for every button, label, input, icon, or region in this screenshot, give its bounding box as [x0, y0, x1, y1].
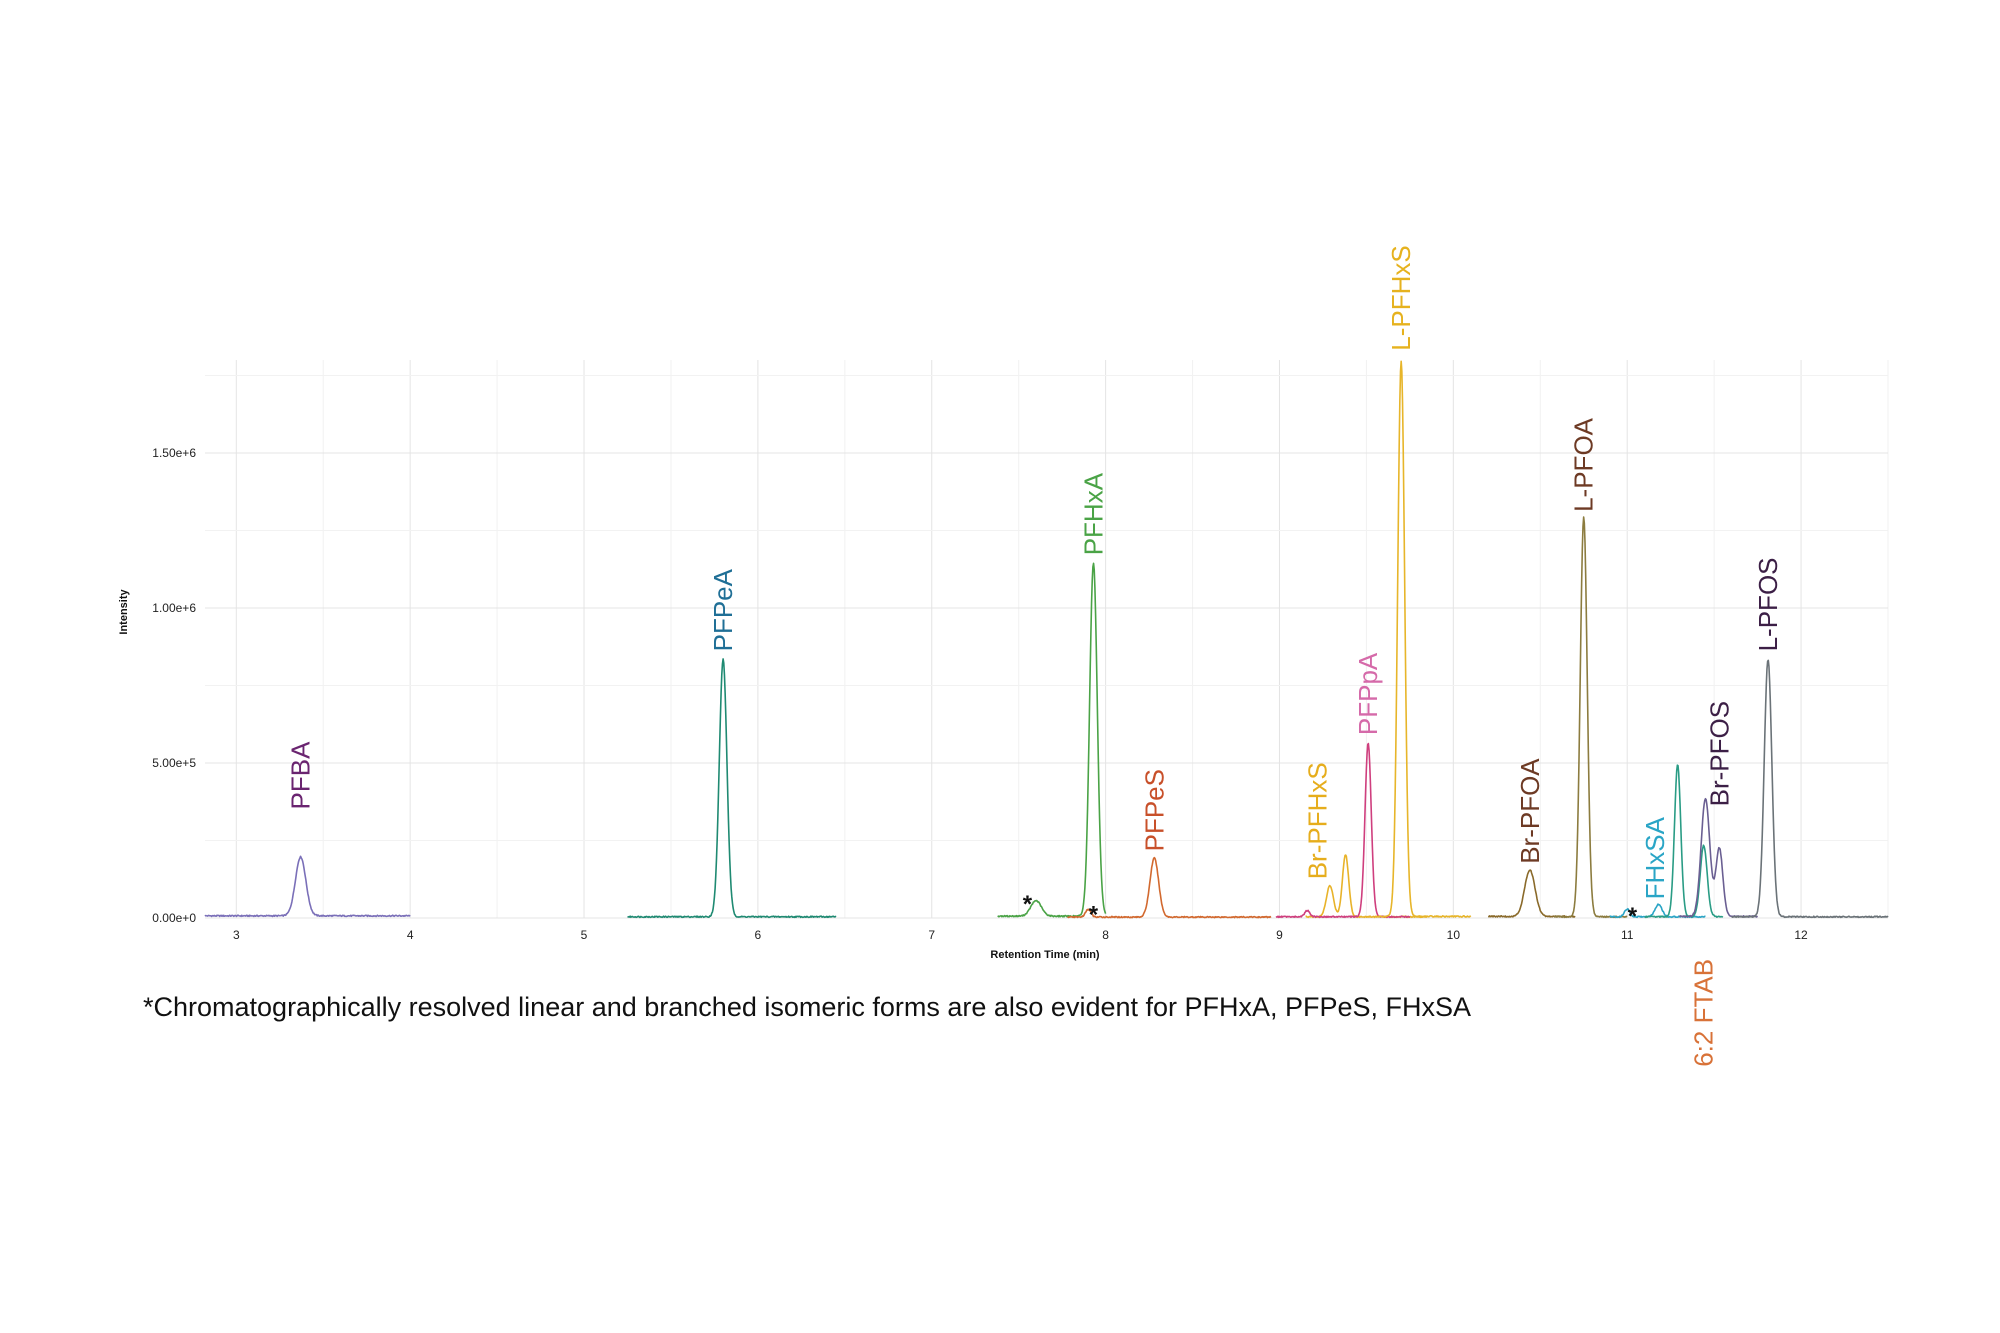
peak-label-fhxsa: FHxSA: [1640, 816, 1670, 899]
axis-layer: 3 4 5 6 7 8 9 10 11 12 0.00e+0 5.00e+5 1.00e+6 1.50e+…: [152, 446, 1808, 942]
peak-label-pfpea: PFPeA: [708, 568, 738, 651]
series-layer: [204, 360, 1889, 919]
peak-label-l-pfoa: L-PFOA: [1569, 417, 1599, 512]
peak-label-br-pfoa: Br-PFOA: [1515, 758, 1545, 864]
isomer-asterisk: *: [1023, 891, 1033, 918]
x-tick-label: 6: [755, 928, 762, 942]
peak-label-l-pfos: L-PFOS: [1753, 557, 1783, 651]
x-tick-label: 8: [1102, 928, 1109, 942]
x-tick-label: 7: [928, 928, 935, 942]
x-tick-label: 12: [1794, 928, 1808, 942]
series-trace-pfba: [204, 855, 411, 918]
series-trace-pfpes: [1067, 856, 1272, 919]
peak-label-layer: PFBA PFPeA PFHxA PFPeS Br-PFHxS PFPpA L-PFHxS B…: [286, 245, 1783, 1067]
grid-layer: [205, 360, 1889, 919]
series-trace-l-pfhxs: [1374, 360, 1472, 918]
footnote: *Chromatographically resolved linear and…: [143, 992, 1472, 1022]
x-tick-label: 10: [1447, 928, 1461, 942]
x-tick-label: 3: [233, 928, 240, 942]
y-axis-title: Intensity: [118, 589, 130, 635]
x-tick-label: 5: [581, 928, 588, 942]
x-axis-title: Retention Time (min): [990, 949, 1100, 961]
series-trace-pfpea: [627, 658, 837, 919]
series-trace-pfhxa: [997, 562, 1107, 918]
y-tick-label: 1.00e+6: [152, 601, 196, 615]
x-tick-label: 9: [1276, 928, 1283, 942]
y-tick-label: 5.00e+5: [152, 756, 196, 770]
x-tick-label: 4: [407, 928, 414, 942]
series-trace-l-pfos: [1731, 659, 1889, 919]
peak-label-br-pfhxs: Br-PFHxS: [1303, 762, 1333, 879]
peak-label-br-pfos: Br-PFOS: [1704, 701, 1734, 806]
series-trace-l-pfoa: [1553, 516, 1628, 919]
series-trace-br-pfos: [1678, 797, 1759, 918]
x-tick-label: 11: [1621, 928, 1634, 942]
peak-label-pfhxa: PFHxA: [1078, 472, 1108, 555]
peak-label-pfba: PFBA: [286, 741, 316, 810]
peak-label-6-2-ftab: 6:2 FTAB: [1689, 959, 1719, 1067]
series-trace-pfppa: [1275, 742, 1411, 919]
isomer-asterisk: *: [1628, 903, 1638, 930]
isomer-asterisk: *: [1089, 902, 1099, 929]
y-tick-label: 1.50e+6: [152, 446, 196, 460]
y-tick-label: 0.00e+0: [152, 911, 196, 925]
peak-label-pfppa: PFPpA: [1353, 652, 1383, 735]
series-trace-6-2-ftab: [1644, 764, 1724, 919]
peak-label-l-pfhxs: L-PFHxS: [1386, 245, 1416, 350]
series-trace-br-pfoa: [1487, 869, 1576, 918]
series-trace-fhxsa: [1609, 903, 1706, 919]
peak-label-pfpes: PFPeS: [1139, 769, 1169, 851]
